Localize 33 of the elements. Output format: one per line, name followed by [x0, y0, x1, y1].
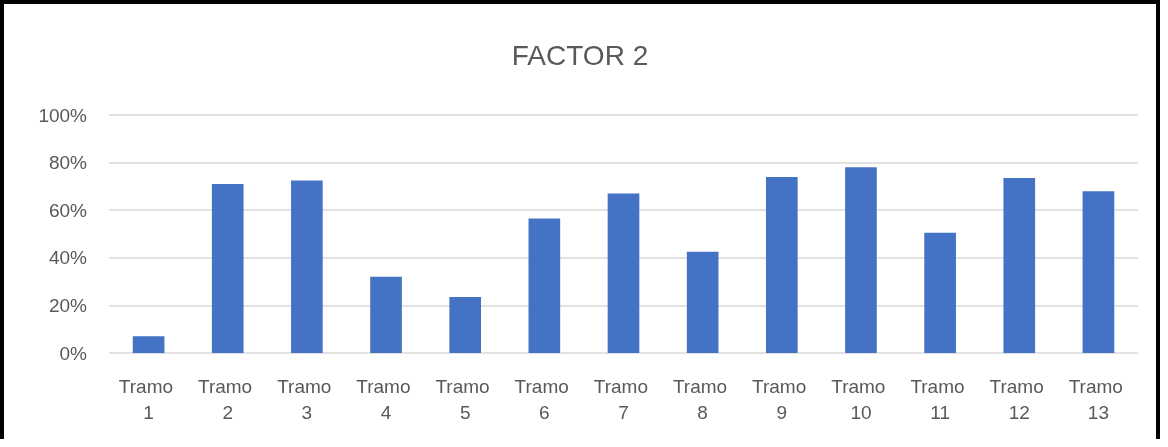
x-tick-label: Tramo 5 — [435, 375, 495, 423]
x-tick-label: Tramo 7 — [593, 375, 654, 423]
bar — [686, 251, 719, 353]
bar — [132, 336, 165, 353]
x-tick-label: Tramo 6 — [514, 375, 575, 423]
bar — [370, 276, 402, 353]
bar — [765, 176, 798, 353]
bar — [291, 180, 323, 353]
chart-title: FACTOR 2 — [511, 39, 649, 71]
x-tick-label: Tramo 13 — [1068, 375, 1129, 423]
y-tick-label: 40% — [48, 247, 88, 269]
y-tick-label: 0% — [59, 342, 88, 364]
y-tick-label: 100% — [38, 104, 88, 126]
x-tick-label: Tramo 10 — [831, 375, 891, 423]
x-tick-label: Tramo 2 — [198, 375, 258, 423]
bar — [1003, 178, 1036, 353]
y-tick-label: 20% — [48, 294, 88, 316]
bar — [211, 184, 244, 353]
bar — [449, 297, 482, 353]
bar — [528, 218, 561, 353]
bar — [924, 232, 956, 353]
bar — [607, 193, 640, 353]
x-tick-label: Tramo 3 — [277, 375, 337, 423]
bar — [1082, 191, 1115, 353]
y-tick-label: 80% — [48, 152, 88, 174]
x-tick-label: Tramo 4 — [356, 375, 416, 423]
x-tick-label: Tramo 8 — [672, 375, 733, 423]
y-tick-label: 60% — [48, 199, 88, 221]
x-tick-label: Tramo 12 — [989, 375, 1049, 423]
x-tick-label: Tramo 1 — [118, 375, 179, 423]
x-tick-label: Tramo 11 — [910, 375, 970, 423]
x-tick-label: Tramo 9 — [752, 375, 812, 423]
bar — [845, 167, 877, 353]
